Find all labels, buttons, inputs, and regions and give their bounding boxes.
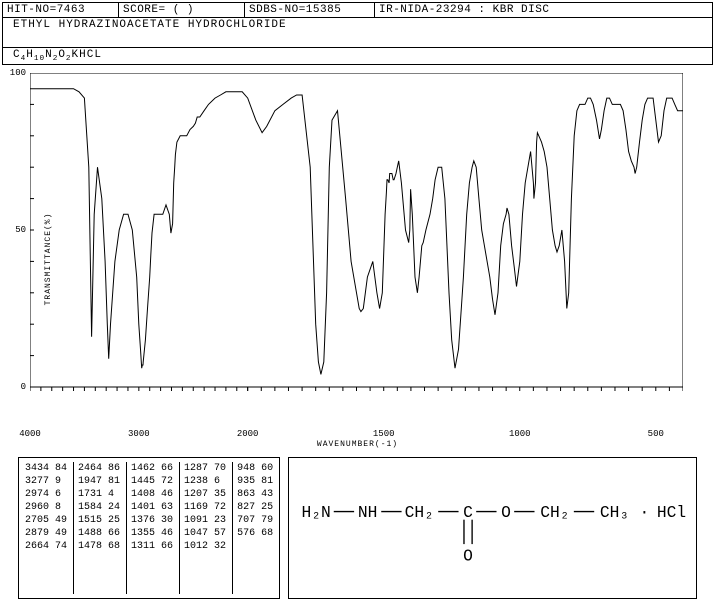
peak-entry: 827 25 <box>237 501 273 514</box>
peak-entry: 2974 6 <box>25 488 67 501</box>
svg-text:CH₃: CH₃ <box>600 503 629 522</box>
x-axis-label: WAVENUMBER(-1) <box>0 440 715 449</box>
peak-column: 3434 843277 92974 62960 82705 492879 492… <box>21 462 74 594</box>
svg-text:NH: NH <box>358 503 378 522</box>
hit-no-cell: HIT-NO=7463 <box>3 3 119 17</box>
peak-entry: 1584 24 <box>78 501 120 514</box>
svg-text:O: O <box>501 503 511 522</box>
ir-spectrum-chart: TRANSMITTANCE(%) 050100 4000300020001500… <box>0 69 715 449</box>
peak-entry: 1311 66 <box>131 540 173 553</box>
peak-entry: 707 79 <box>237 514 273 527</box>
ytick-label: 0 <box>6 382 26 392</box>
svg-text:C: C <box>463 503 473 522</box>
spectrum-plot <box>30 73 683 397</box>
xtick-label: 1000 <box>509 429 531 439</box>
ytick-label: 50 <box>6 225 26 235</box>
svg-text:·: · <box>640 503 650 522</box>
peak-entry: 1091 23 <box>184 514 226 527</box>
peak-entry: 3277 9 <box>25 475 67 488</box>
header-row-1: HIT-NO=7463 SCORE= ( ) SDBS-NO=15385 IR-… <box>2 2 713 18</box>
chemical-structure: H₂N NH CH₂ C O O CH₂ CH₃ · HCl <box>288 457 697 599</box>
peak-entry: 935 81 <box>237 475 273 488</box>
sdbs-no-cell: SDBS-NO=15385 <box>245 3 375 17</box>
peak-entry: 3434 84 <box>25 462 67 475</box>
method-cell: IR-NIDA-23294 : KBR DISC <box>375 3 712 17</box>
peak-entry: 2705 49 <box>25 514 67 527</box>
peak-entry: 2464 86 <box>78 462 120 475</box>
xtick-label: 1500 <box>373 429 395 439</box>
peak-entry: 1408 46 <box>131 488 173 501</box>
peak-entry: 1012 32 <box>184 540 226 553</box>
svg-text:CH₂: CH₂ <box>540 503 569 522</box>
peak-entry: 863 43 <box>237 488 273 501</box>
peak-entry: 1947 81 <box>78 475 120 488</box>
compound-name-row: ETHYL HYDRAZINOACETATE HYDROCHLORIDE <box>2 18 713 48</box>
xtick-label: 2000 <box>237 429 259 439</box>
peak-entry: 576 68 <box>237 527 273 540</box>
svg-text:H₂N: H₂N <box>302 503 331 522</box>
peak-entry: 1731 4 <box>78 488 120 501</box>
peak-entry: 1462 66 <box>131 462 173 475</box>
peak-entry: 1376 30 <box>131 514 173 527</box>
ytick-label: 100 <box>6 68 26 78</box>
svg-text:CH₂: CH₂ <box>405 503 434 522</box>
peak-column: 1462 661445 721408 461401 631376 301355 … <box>127 462 180 594</box>
peak-entry: 1287 70 <box>184 462 226 475</box>
xtick-label: 500 <box>648 429 664 439</box>
peak-entry: 948 60 <box>237 462 273 475</box>
peak-entry: 1207 35 <box>184 488 226 501</box>
svg-text:HCl: HCl <box>657 503 686 522</box>
peak-entry: 1478 68 <box>78 540 120 553</box>
score-cell: SCORE= ( ) <box>119 3 245 17</box>
peak-entry: 2960 8 <box>25 501 67 514</box>
bottom-section: 3434 843277 92974 62960 82705 492879 492… <box>0 457 715 599</box>
peak-entry: 1488 66 <box>78 527 120 540</box>
peak-entry: 1445 72 <box>131 475 173 488</box>
peak-entry: 1238 6 <box>184 475 226 488</box>
xtick-label: 3000 <box>128 429 150 439</box>
peak-column: 2464 861947 811731 41584 241515 251488 6… <box>74 462 127 594</box>
peak-column: 1287 701238 61207 351169 721091 231047 5… <box>180 462 233 594</box>
formula-row: C4H10N2O2KHCL <box>2 48 713 65</box>
peak-entry: 1401 63 <box>131 501 173 514</box>
peak-column: 948 60935 81863 43827 25707 79576 68 <box>233 462 277 594</box>
peak-entry: 2664 74 <box>25 540 67 553</box>
peak-entry: 2879 49 <box>25 527 67 540</box>
peak-table: 3434 843277 92974 62960 82705 492879 492… <box>18 457 280 599</box>
peak-entry: 1515 25 <box>78 514 120 527</box>
peak-entry: 1169 72 <box>184 501 226 514</box>
xtick-label: 4000 <box>19 429 41 439</box>
svg-text:O: O <box>463 547 473 566</box>
peak-entry: 1047 57 <box>184 527 226 540</box>
peak-entry: 1355 46 <box>131 527 173 540</box>
